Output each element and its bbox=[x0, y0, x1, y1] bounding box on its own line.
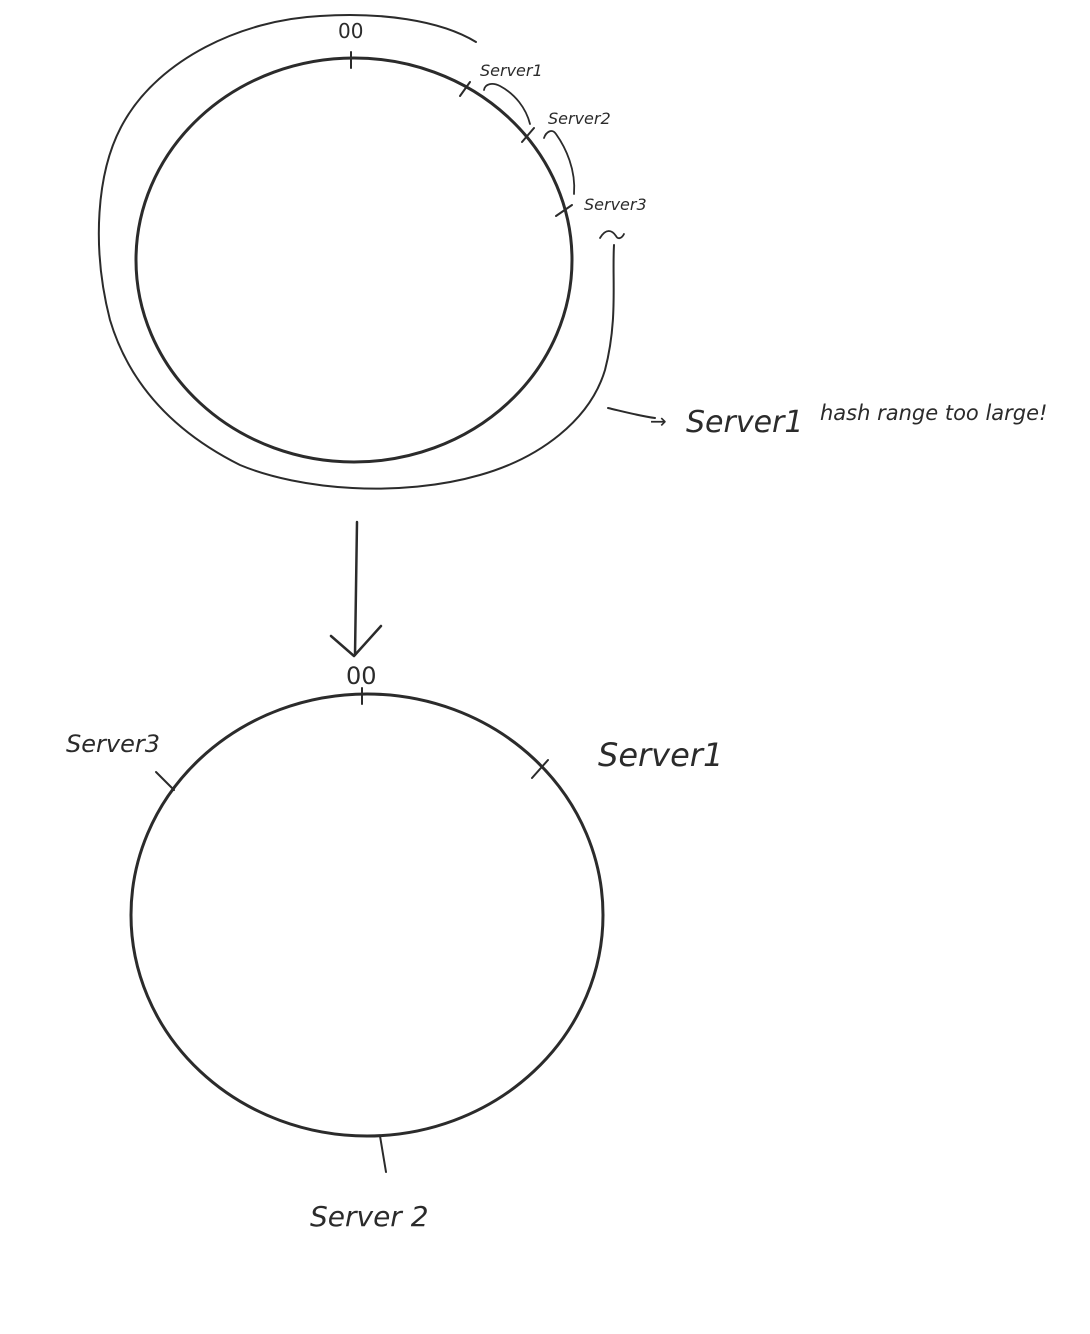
note-pointer-line bbox=[607, 407, 656, 419]
bottom-server1-tick bbox=[531, 759, 549, 779]
top-server2-label: Server2 bbox=[548, 109, 611, 128]
bottom-origin-label: 00 bbox=[346, 662, 377, 690]
server2-range-arc bbox=[483, 83, 531, 125]
server3-range-arc bbox=[543, 130, 576, 195]
note-range-text: hash range too large! bbox=[820, 401, 1047, 425]
top-hash-ring bbox=[134, 56, 574, 464]
bottom-hash-ring bbox=[129, 692, 605, 1138]
note-arrow-glyph: → bbox=[650, 409, 667, 433]
bottom-server3-tick bbox=[155, 771, 175, 791]
bottom-server1-label: Server1 bbox=[598, 736, 723, 774]
transition-down-arrow bbox=[329, 520, 383, 658]
top-server1-label: Server1 bbox=[480, 61, 543, 80]
bottom-server2-label: Server 2 bbox=[310, 1200, 429, 1233]
note-server-label: Server1 bbox=[686, 405, 803, 440]
top-server3-tick bbox=[555, 204, 573, 217]
down-arrow-shaft bbox=[353, 520, 359, 657]
range-squiggle bbox=[599, 230, 625, 240]
top-server3-label: Server3 bbox=[584, 195, 647, 214]
down-arrow-head bbox=[329, 624, 383, 658]
top-server2-tick bbox=[521, 127, 535, 143]
server1-range-arc bbox=[97, 14, 615, 490]
bottom-server3-label: Server3 bbox=[66, 730, 160, 758]
top-ring-group: 00 Server1 Server2 Server3 → Server1 has… bbox=[97, 14, 1047, 490]
top-origin-label: 00 bbox=[338, 19, 363, 43]
top-server1-tick bbox=[459, 81, 471, 97]
bottom-ring-group: 00 Server1 Server3 Server 2 bbox=[66, 662, 723, 1233]
bottom-server2-tick bbox=[379, 1135, 387, 1173]
